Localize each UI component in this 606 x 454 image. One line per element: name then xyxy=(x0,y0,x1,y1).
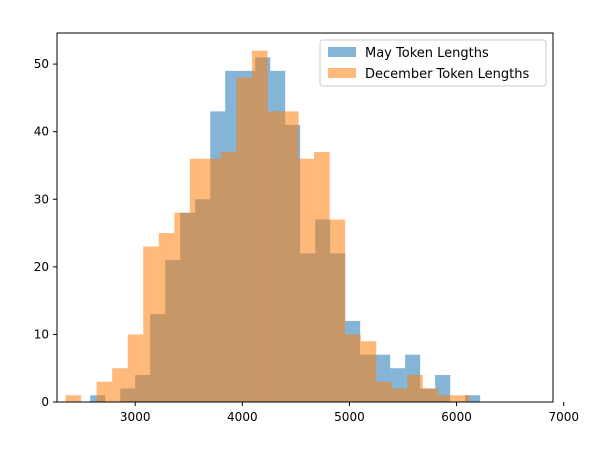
y-tick-label: 40 xyxy=(34,125,49,139)
series-1-bars xyxy=(65,50,470,403)
histogram-bar xyxy=(438,395,454,402)
plot-frame xyxy=(56,32,554,403)
y-tick-label: 0 xyxy=(41,395,49,409)
x-tick-label: 7000 xyxy=(548,410,579,424)
histogram-bar xyxy=(391,388,408,402)
histogram-bar xyxy=(251,50,268,402)
bars-layer xyxy=(65,50,481,403)
histogram-bar xyxy=(360,341,377,402)
y-tick-label: 20 xyxy=(34,260,49,274)
histogram-bar xyxy=(345,334,361,402)
legend-swatch xyxy=(328,68,356,78)
legend: May Token Lengths December Token Lengths xyxy=(319,39,547,87)
histogram-bar xyxy=(96,381,113,402)
legend-label: December Token Lengths xyxy=(365,67,530,82)
histogram-bar xyxy=(283,111,299,403)
x-tick-label: 5000 xyxy=(334,410,365,424)
y-tick-label: 10 xyxy=(34,327,49,341)
histogram-bar xyxy=(127,334,144,402)
histogram-bar xyxy=(112,368,128,402)
histogram-bar xyxy=(267,111,284,403)
histogram-bar xyxy=(298,158,315,402)
histogram-bar xyxy=(189,158,206,402)
y-tick-label: 50 xyxy=(34,57,49,71)
histogram-bar xyxy=(220,151,237,402)
histogram-bar xyxy=(314,151,330,402)
histogram-bar xyxy=(329,219,346,402)
histogram-bar xyxy=(453,395,470,402)
y-tick-label: 30 xyxy=(34,192,49,206)
histogram-bar xyxy=(422,388,439,402)
legend-label: May Token Lengths xyxy=(365,46,489,61)
histogram-bar xyxy=(465,395,481,402)
histogram-bar xyxy=(174,212,190,402)
histogram-bar xyxy=(158,233,175,402)
x-tick-label: 6000 xyxy=(441,410,472,424)
x-tick-label: 3000 xyxy=(120,410,151,424)
histogram-bar xyxy=(376,381,392,402)
histogram-bar xyxy=(205,158,221,402)
histogram-bar xyxy=(236,77,252,402)
legend-box xyxy=(319,39,547,87)
axes-layer: 3000 4000 5000 6000 7000 0 10 20 30 40 50 xyxy=(34,57,579,424)
histogram-bar xyxy=(143,246,159,402)
x-tick-label: 4000 xyxy=(227,410,258,424)
legend-swatch xyxy=(328,47,356,57)
histogram-bar xyxy=(407,374,423,402)
histogram-bar xyxy=(65,395,82,402)
